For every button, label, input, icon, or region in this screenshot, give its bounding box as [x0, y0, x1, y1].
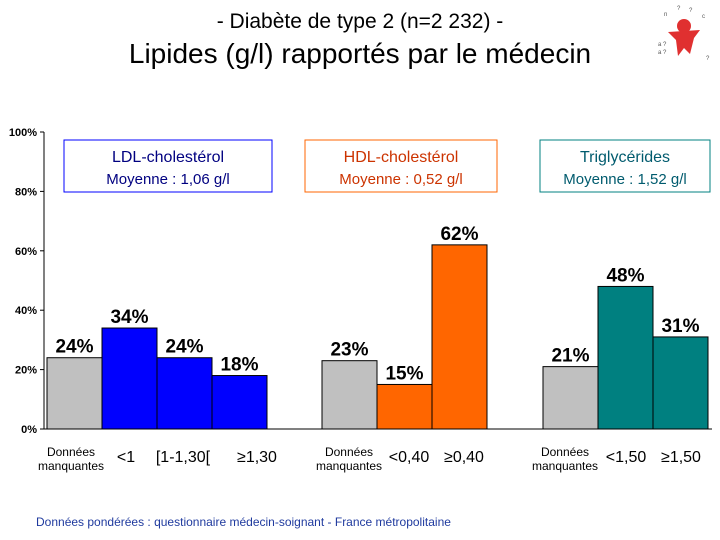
svg-text:?: ?: [677, 6, 681, 12]
x-category-label: manquantes: [532, 459, 598, 473]
bar-value-label: 24%: [165, 337, 203, 358]
page-title: - Diabète de type 2 (n=2 232) -: [216, 10, 504, 33]
group-title-box: [304, 139, 498, 193]
bar-value-label: 21%: [551, 346, 589, 367]
bar: [431, 244, 488, 430]
x-category-label: manquantes: [316, 459, 382, 473]
group-mean: Moyenne : 0,52 g/l: [339, 171, 462, 188]
footer-note: Données pondérées : questionnaire médeci…: [36, 515, 451, 529]
bar-value-label: 18%: [220, 355, 258, 376]
page-subtitle: Lipides (g/l) rapportés par le médecin: [128, 38, 592, 69]
bar: [211, 375, 268, 430]
x-category-label: ≥1,50: [661, 449, 701, 466]
x-category-label: [1-1,30[: [156, 449, 211, 466]
bar-value-label: 24%: [55, 337, 93, 358]
bar-value-label: 48%: [606, 265, 644, 286]
bar-value-label: 31%: [661, 316, 699, 337]
x-category-label: <1,50: [606, 449, 647, 466]
group-title-box: [539, 139, 711, 193]
y-tick-label: 60%: [15, 246, 37, 258]
figure-logo: n ? ? c a ? a ? ?: [658, 6, 710, 62]
y-tick-label: 80%: [15, 186, 37, 198]
group-mean: Moyenne : 1,06 g/l: [106, 171, 229, 188]
svg-text:?: ?: [706, 56, 710, 62]
bar: [597, 285, 654, 430]
svg-text:a ?: a ?: [658, 42, 667, 48]
bar-value-label: 62%: [440, 224, 478, 245]
svg-text:c: c: [702, 14, 705, 20]
bar: [46, 357, 103, 430]
x-category-label: manquantes: [38, 459, 104, 473]
bar: [321, 360, 378, 430]
bar: [156, 357, 213, 430]
group-title: LDL-cholestérol: [112, 149, 224, 166]
y-tick-label: 0%: [21, 424, 37, 436]
svg-text:n: n: [664, 12, 667, 18]
y-tick-label: 20%: [15, 365, 37, 377]
group-title: HDL-cholestérol: [344, 149, 459, 166]
bar: [542, 366, 599, 430]
x-category-label: Données: [47, 445, 95, 459]
bar-value-label: 15%: [385, 363, 423, 384]
group-title: Triglycérides: [580, 149, 670, 166]
x-category-label: <1: [117, 449, 135, 466]
x-category-label: ≥0,40: [444, 449, 484, 466]
x-category-label: <0,40: [389, 449, 430, 466]
x-category-label: ≥1,30: [237, 449, 277, 466]
y-tick-label: 100%: [9, 127, 37, 139]
svg-text:?: ?: [689, 8, 693, 14]
bar-value-label: 23%: [330, 340, 368, 361]
bar: [101, 327, 158, 430]
y-tick-label: 40%: [15, 305, 37, 317]
bar-value-label: 34%: [110, 307, 148, 328]
x-category-label: Données: [541, 445, 589, 459]
bar: [376, 383, 433, 430]
group-mean: Moyenne : 1,52 g/l: [563, 171, 686, 188]
bar: [652, 336, 709, 430]
group-title-box: [63, 139, 273, 193]
x-category-label: Données: [325, 445, 373, 459]
svg-text:a ?: a ?: [658, 50, 667, 56]
